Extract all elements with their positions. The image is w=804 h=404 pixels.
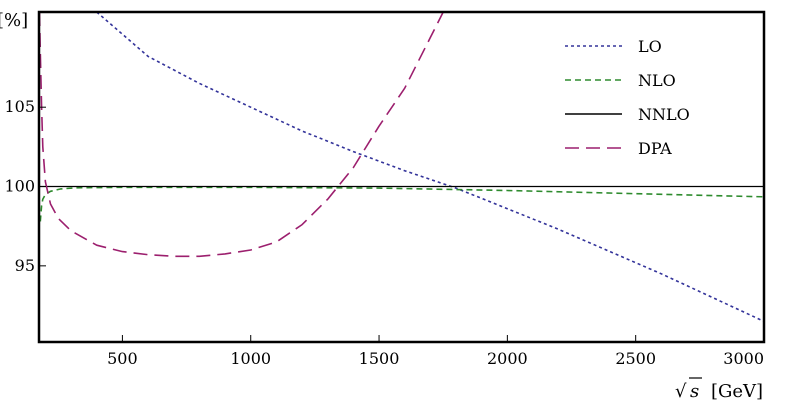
legend-label-lo: LO [638, 37, 662, 56]
x-tick-label: 1500 [359, 349, 400, 368]
y-axis-label: [%] [0, 10, 28, 31]
legend-label-nnlo: NNLO [638, 105, 690, 124]
plot-frame [37, 10, 766, 344]
y-tick-label: 105 [4, 97, 35, 116]
series-layer [39, 12, 764, 323]
legend: LO NLO NNLO DPA [565, 37, 690, 158]
x-axis-label-root: √ [675, 381, 687, 402]
y-tick-label: 95 [15, 256, 35, 275]
series-line-dpa [39, 12, 444, 258]
x-tick-label: 1000 [230, 349, 271, 368]
series-line-lo [96, 12, 764, 323]
x-axis-label: √ s [GeV] [675, 377, 763, 402]
x-tick-label: 2000 [487, 349, 528, 368]
series-line-nlo [39, 186, 764, 222]
x-tick-label: 500 [107, 349, 138, 368]
x-axis-label-unit: [GeV] [711, 381, 763, 402]
y-tick-label: 100 [4, 177, 35, 196]
x-axis-label-var: s [690, 381, 699, 402]
legend-label-dpa: DPA [638, 139, 672, 158]
legend-label-nlo: NLO [638, 71, 676, 90]
x-tick-label: 2500 [615, 349, 656, 368]
x-tick-label: 3000 [723, 349, 764, 368]
tick-layer: 500 1000 1500 2000 2500 3000 95 100 105 [4, 97, 765, 368]
